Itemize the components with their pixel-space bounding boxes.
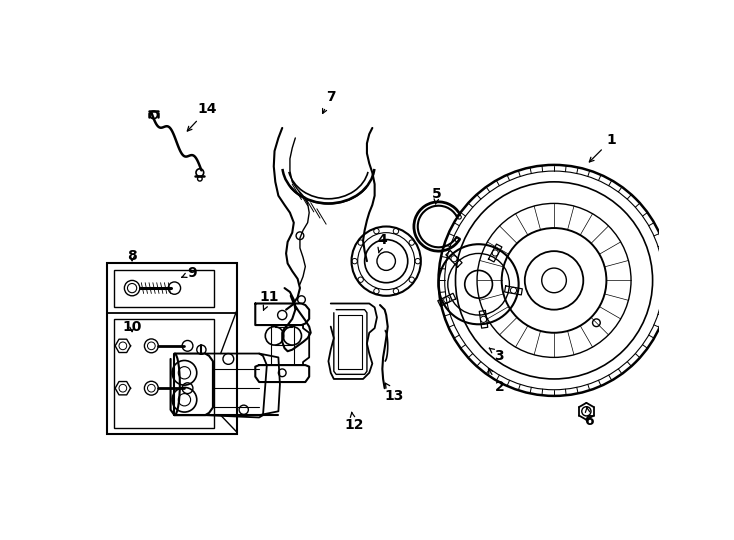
Text: 8: 8 — [127, 249, 137, 263]
Bar — [107, 264, 237, 434]
Bar — [114, 269, 214, 307]
Text: 12: 12 — [344, 413, 363, 432]
Text: 7: 7 — [323, 90, 335, 113]
Text: 9: 9 — [182, 266, 197, 280]
Text: 4: 4 — [377, 233, 388, 253]
Text: 1: 1 — [589, 133, 616, 162]
Text: 2: 2 — [488, 369, 504, 394]
Text: 13: 13 — [384, 383, 404, 403]
Text: 11: 11 — [259, 291, 279, 310]
Text: 5: 5 — [432, 187, 442, 204]
Text: 3: 3 — [490, 348, 504, 363]
Text: 10: 10 — [123, 320, 142, 334]
Text: 14: 14 — [187, 103, 217, 131]
Bar — [114, 319, 214, 428]
Text: 6: 6 — [584, 408, 594, 428]
